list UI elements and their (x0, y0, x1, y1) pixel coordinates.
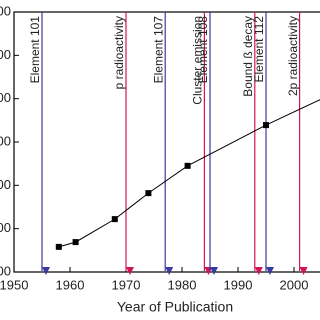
data-point (263, 122, 269, 129)
annotation-label: Element 108 (196, 16, 210, 84)
annotation-label: Cluster emission (191, 16, 205, 105)
x-tick-label: 1950 (0, 277, 28, 292)
annotation-label: p radioactivity (112, 16, 126, 89)
annotation-label: 2p radioactivity (286, 16, 300, 96)
x-axis-label: Year of Publication (117, 299, 233, 315)
y-tick-label: 000 (0, 3, 11, 18)
annotation-label: Element 112 (252, 16, 266, 83)
data-point (145, 190, 152, 197)
series-line (58, 99, 320, 248)
annotation-label: Element 101 (28, 16, 42, 84)
x-tick-label: 2000 (280, 277, 309, 292)
y-tick-label: 00 (0, 177, 11, 192)
data-point (184, 162, 191, 169)
y-tick-label: 00 (0, 133, 11, 148)
annotation-label: Element 107 (151, 16, 165, 84)
x-tick-label: 1960 (56, 277, 85, 292)
x-tick-label: 1990 (224, 277, 253, 292)
data-point (111, 216, 118, 223)
plot-frame (13, 11, 320, 273)
y-tick-label: 00 (0, 220, 11, 235)
y-tick-label: 00 (0, 47, 11, 62)
data-point (72, 239, 79, 246)
y-tick-label: 00 (0, 263, 11, 278)
y-tick-label: 00 (0, 90, 11, 105)
x-tick-label: 1980 (168, 277, 197, 292)
data-point (55, 243, 62, 250)
annotation-label: Bound ß decay (241, 16, 255, 97)
x-tick-label: 1970 (112, 277, 141, 292)
